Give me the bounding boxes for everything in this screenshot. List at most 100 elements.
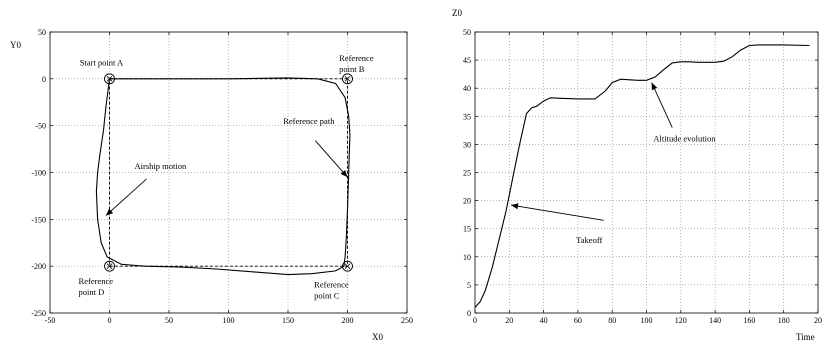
altitude-line-point [654, 76, 656, 78]
altitude-line-point [474, 306, 476, 308]
y-tick-label: 35 [463, 112, 471, 121]
y-axis-label: Z0 [452, 8, 462, 18]
y-tick-label: 50 [38, 28, 46, 37]
airship-trajectory-line-point [317, 78, 319, 80]
airship-trajectory-line-point [100, 242, 102, 244]
x-tick-label: 20 [814, 316, 822, 325]
airship-trajectory-line-point [287, 273, 289, 275]
altitude-line-point [765, 44, 767, 46]
annotation-text: Reference [339, 53, 374, 63]
airship-trajectory-line-point [343, 265, 345, 267]
altitude-line-point [757, 44, 759, 46]
altitude-line-point [731, 56, 733, 58]
annotation-text: point D [79, 287, 105, 297]
y-axis-label: Y0 [10, 40, 21, 50]
altitude-line-point [697, 61, 699, 63]
x-tick-label: 100 [223, 316, 235, 325]
airship-trajectory-line-point [347, 171, 349, 173]
annotation-text: Start point A [80, 58, 124, 68]
annotation-text: Altitude evolution [653, 134, 716, 144]
annotation-text: Reference [79, 276, 114, 286]
altitude-line-point [525, 112, 527, 114]
x-axis-label: X0 [372, 332, 383, 342]
altitude-line-point [512, 177, 514, 179]
x-tick-label: 160 [743, 316, 755, 325]
airship-trajectory-line [95, 77, 351, 276]
x-tick-label: 100 [641, 316, 653, 325]
altitude-line-point [505, 211, 507, 213]
airship-trajectory-line-point [347, 115, 349, 117]
altitude-line-point [714, 61, 716, 63]
reference-point-cross [106, 76, 113, 82]
annotation-arrow [651, 82, 673, 128]
x-tick-label: 180 [778, 316, 790, 325]
altitude-line-point [808, 44, 810, 46]
altitude-line-point [783, 44, 785, 46]
altitude-line-point [536, 105, 538, 107]
y-tick-label: 20 [463, 197, 471, 206]
altitude-line-point [530, 107, 532, 109]
airship-trajectory-line-point [346, 209, 348, 211]
airship-trajectory-line-point [102, 129, 104, 131]
x-axis-label: Time [796, 332, 815, 342]
y-tick-label: -150 [31, 215, 46, 224]
annotation-text: Reference [314, 280, 349, 290]
altitude-line-point [577, 98, 579, 100]
altitude-line-point [484, 289, 486, 291]
reference-point-marker [342, 73, 353, 85]
y-tick-label: 40 [463, 84, 471, 93]
airship-trajectory-line-point [144, 265, 146, 267]
altitude-line-point [662, 68, 664, 70]
x-tick-label: 150 [282, 316, 294, 325]
altitude-line-point [549, 97, 551, 99]
airship-trajectory-line-point [344, 256, 346, 258]
plot-altitude-time: 0 20 40 60 80 100 120 140 160 180 2005101520253035… [452, 8, 822, 342]
altitude-line-point [748, 44, 750, 46]
airship-trajectory-line-point [168, 78, 170, 80]
airship-trajectory-line-point [99, 153, 101, 155]
airship-trajectory-line-point [334, 82, 336, 84]
x-tick-label: 80 [608, 316, 616, 325]
annotation-arrow [315, 140, 348, 178]
reference-point-marker [342, 260, 353, 272]
altitude-line [474, 44, 810, 308]
annotation-text: Reference path [283, 116, 335, 126]
y-tick-label: 45 [463, 56, 471, 65]
reference-point-cross [344, 263, 351, 269]
altitude-line-point [637, 79, 639, 81]
altitude-line-point [594, 98, 596, 100]
altitude-line-point [542, 100, 544, 102]
airship-trajectory-line-point [120, 263, 122, 265]
airship-trajectory-line-point [96, 171, 98, 173]
airship-trajectory-line-point [105, 106, 107, 108]
altitude-line-point [645, 79, 647, 81]
y-tick-label: 25 [463, 169, 471, 178]
y-tick-label: -200 [31, 262, 46, 271]
airship-trajectory-line-point [334, 270, 336, 272]
airship-trajectory-line-point [287, 77, 289, 79]
y-tick-label: 0 [42, 75, 46, 84]
altitude-line-point [688, 61, 690, 63]
y-tick-label: -100 [31, 169, 46, 178]
reference-point-cross [344, 76, 351, 82]
y-tick-label: -50 [35, 122, 46, 131]
annotation-arrowhead [340, 169, 348, 178]
reference-point-marker [104, 73, 115, 85]
altitude-line-point [560, 97, 562, 99]
airship-trajectory-line-point [311, 272, 313, 274]
x-tick-label: -50 [45, 316, 56, 325]
x-tick-label: 250 [401, 316, 413, 325]
x-tick-label: 20 [505, 316, 513, 325]
y-tick-label: 30 [463, 140, 471, 149]
airship-trajectory-line-point [344, 96, 346, 98]
altitude-line-point [740, 49, 742, 51]
airship-trajectory-line-point [106, 256, 108, 258]
airship-trajectory-line-point [345, 237, 347, 239]
x-tick-label: 50 [165, 316, 173, 325]
x-tick-label: 60 [574, 316, 582, 325]
x-tick-label: 40 [540, 316, 548, 325]
altitude-line-point [620, 78, 622, 80]
airship-trajectory-line-point [349, 134, 351, 136]
y-tick-label: 50 [463, 28, 471, 37]
plot-xy-trajectory: -50 0 50 100 150 200 250 50 0 -50 -100 -150 -200 -250… [10, 28, 413, 342]
